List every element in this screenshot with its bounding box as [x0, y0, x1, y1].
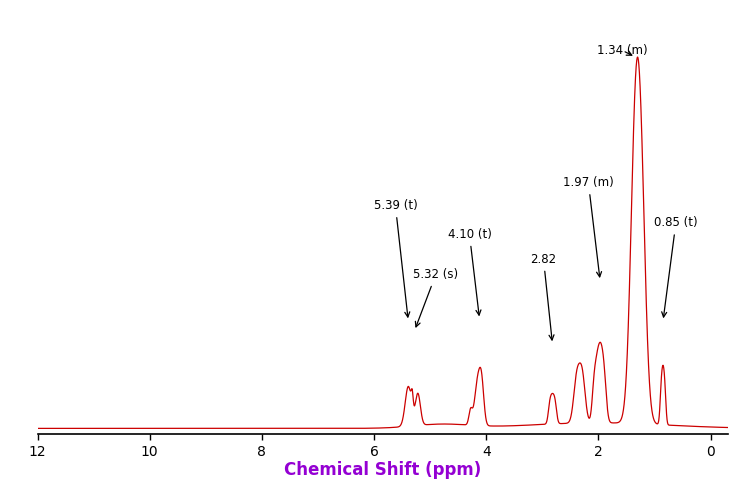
- Text: 4.10 (t): 4.10 (t): [448, 228, 491, 315]
- Text: 5.32 (s): 5.32 (s): [413, 268, 458, 327]
- Text: 5.39 (t): 5.39 (t): [374, 199, 417, 317]
- X-axis label: Chemical Shift (ppm): Chemical Shift (ppm): [284, 461, 482, 480]
- Text: 0.85 (t): 0.85 (t): [654, 217, 698, 317]
- Text: 1.97 (m): 1.97 (m): [563, 176, 614, 277]
- Text: 2.82: 2.82: [530, 252, 556, 340]
- Text: 1.34 (m): 1.34 (m): [597, 44, 648, 57]
